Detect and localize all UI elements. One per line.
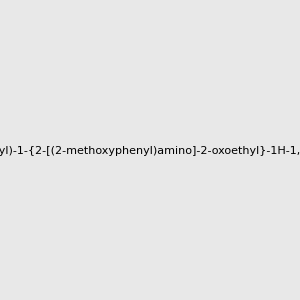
Text: 5-amino-N-(4-bromophenyl)-1-{2-[(2-methoxyphenyl)amino]-2-oxoethyl}-1H-1,2,3-tri: 5-amino-N-(4-bromophenyl)-1-{2-[(2-metho… — [0, 146, 300, 157]
